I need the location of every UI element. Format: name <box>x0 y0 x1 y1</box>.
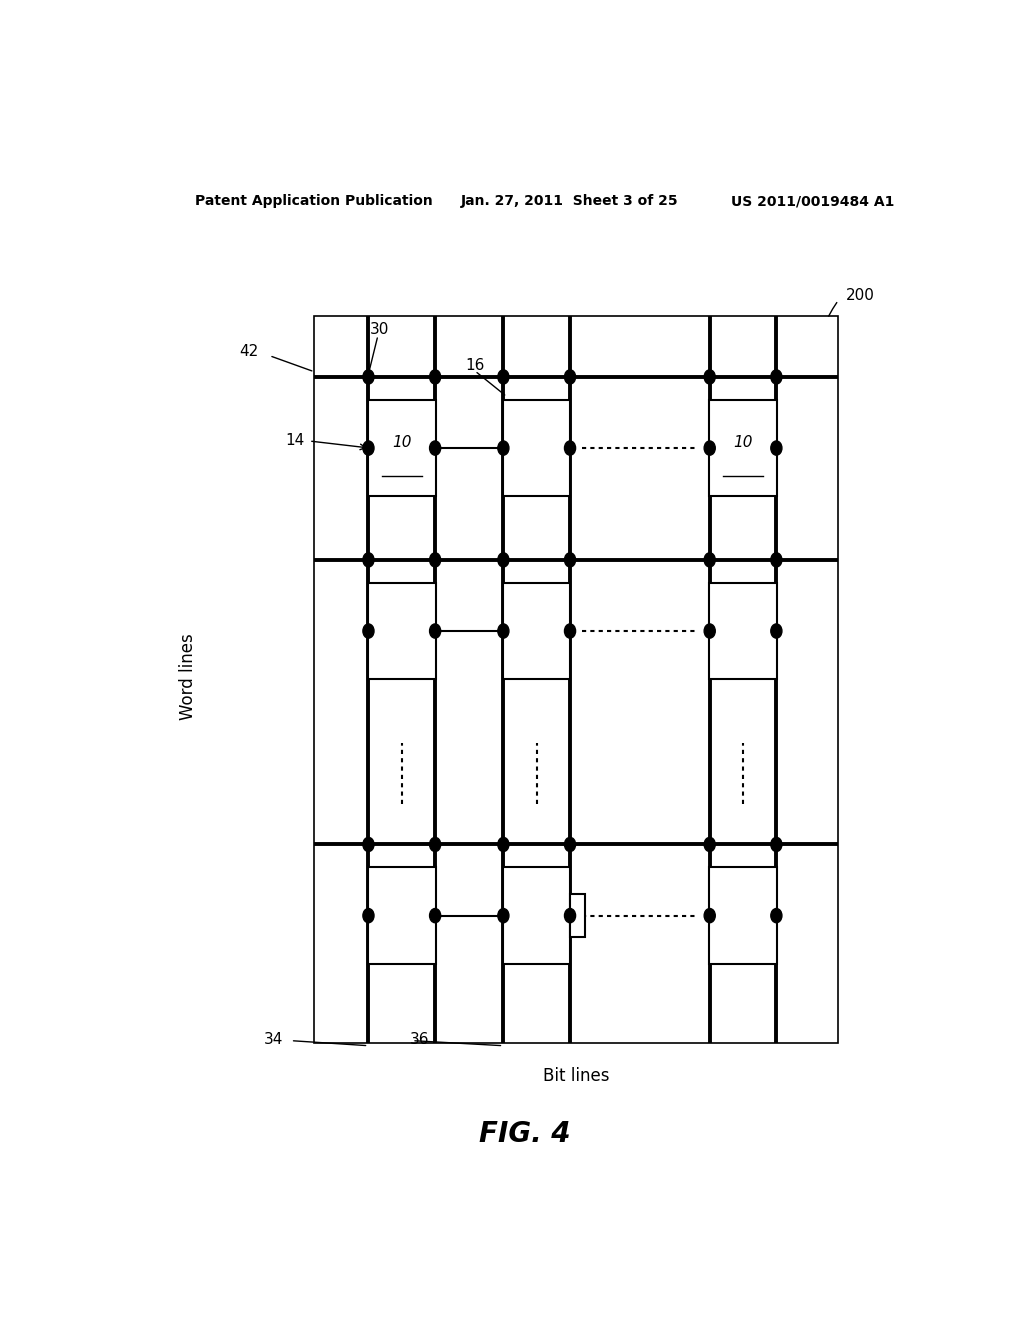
Circle shape <box>564 441 575 455</box>
Circle shape <box>362 837 374 851</box>
Text: FIG. 4: FIG. 4 <box>479 1121 570 1148</box>
Bar <box>710 582 777 680</box>
Circle shape <box>362 370 374 384</box>
Circle shape <box>705 441 715 455</box>
Circle shape <box>498 624 509 638</box>
Circle shape <box>771 837 782 851</box>
Text: Patent Application Publication: Patent Application Publication <box>196 194 433 209</box>
Bar <box>368 582 435 680</box>
Text: Jan. 27, 2011  Sheet 3 of 25: Jan. 27, 2011 Sheet 3 of 25 <box>461 194 679 209</box>
Circle shape <box>564 624 575 638</box>
Circle shape <box>362 908 374 923</box>
Bar <box>503 582 570 680</box>
Text: Bit lines: Bit lines <box>543 1067 609 1085</box>
Circle shape <box>430 370 440 384</box>
Bar <box>368 400 435 496</box>
Bar <box>710 867 777 964</box>
Text: 42: 42 <box>240 345 259 359</box>
Circle shape <box>498 370 509 384</box>
Bar <box>570 894 585 937</box>
Circle shape <box>430 441 440 455</box>
Bar <box>368 867 435 964</box>
Text: 30: 30 <box>370 322 389 337</box>
Circle shape <box>705 908 715 923</box>
Circle shape <box>564 908 575 923</box>
Bar <box>710 400 777 496</box>
Circle shape <box>705 370 715 384</box>
Bar <box>503 400 570 496</box>
Text: 16: 16 <box>465 358 484 374</box>
Text: US 2011/0019484 A1: US 2011/0019484 A1 <box>731 194 895 209</box>
Text: Word lines: Word lines <box>178 634 197 721</box>
Text: 10: 10 <box>733 436 753 450</box>
Circle shape <box>362 553 374 568</box>
Circle shape <box>564 370 575 384</box>
Circle shape <box>498 837 509 851</box>
Circle shape <box>498 553 509 568</box>
Circle shape <box>771 370 782 384</box>
Circle shape <box>705 837 715 851</box>
Text: 36: 36 <box>410 1032 429 1047</box>
Circle shape <box>771 624 782 638</box>
Text: 34: 34 <box>263 1032 283 1047</box>
Circle shape <box>705 553 715 568</box>
Circle shape <box>430 908 440 923</box>
Circle shape <box>498 908 509 923</box>
Circle shape <box>564 837 575 851</box>
Polygon shape <box>314 315 839 1043</box>
Circle shape <box>771 553 782 568</box>
Text: 200: 200 <box>846 288 876 304</box>
Circle shape <box>771 441 782 455</box>
Circle shape <box>430 837 440 851</box>
Circle shape <box>564 553 575 568</box>
Circle shape <box>430 624 440 638</box>
Circle shape <box>362 441 374 455</box>
Circle shape <box>771 908 782 923</box>
Text: 14: 14 <box>285 433 304 449</box>
Circle shape <box>705 624 715 638</box>
Circle shape <box>362 624 374 638</box>
Circle shape <box>498 441 509 455</box>
Bar <box>503 867 570 964</box>
Circle shape <box>430 553 440 568</box>
Text: 10: 10 <box>392 436 412 450</box>
